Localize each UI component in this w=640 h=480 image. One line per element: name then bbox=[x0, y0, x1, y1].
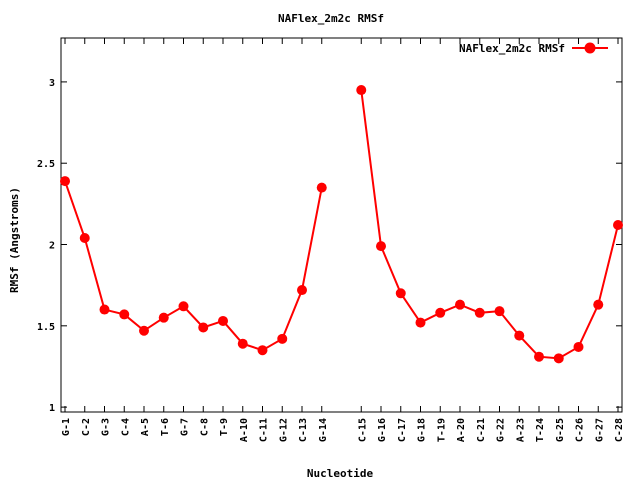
y-tick-label: 1.5 bbox=[37, 322, 55, 333]
data-point bbox=[514, 330, 525, 341]
data-point bbox=[119, 309, 130, 320]
x-tick-label: T-9 bbox=[219, 418, 230, 436]
data-point bbox=[613, 220, 623, 230]
data-point bbox=[178, 301, 189, 312]
x-axis-label: Nucleotide bbox=[307, 467, 374, 480]
y-axis-label: RMSf (Angstroms) bbox=[8, 187, 21, 293]
x-tick-label: G-27 bbox=[594, 418, 605, 442]
data-point bbox=[534, 351, 544, 362]
x-tick-label: G-12 bbox=[278, 418, 289, 442]
data-point bbox=[158, 312, 169, 323]
x-tick-label: C-4 bbox=[120, 418, 131, 436]
data-point bbox=[198, 322, 209, 333]
data-point bbox=[60, 176, 70, 187]
x-tick-label: T-19 bbox=[436, 418, 447, 442]
y-tick-label: 1 bbox=[49, 403, 55, 414]
data-point bbox=[553, 353, 564, 364]
data-point bbox=[455, 299, 465, 310]
y-axis: 1 1.5 2 2.5 3 bbox=[37, 78, 622, 414]
legend-marker bbox=[584, 42, 596, 54]
x-tick-label: G-25 bbox=[555, 418, 566, 442]
chart-title: NAFlex_2m2c RMSf bbox=[278, 12, 384, 25]
x-tick-label: G-7 bbox=[180, 418, 191, 436]
series-line bbox=[360, 89, 619, 360]
data-point bbox=[316, 182, 327, 193]
data-point bbox=[474, 307, 485, 318]
y-tick-label: 3 bbox=[49, 78, 55, 89]
data-point bbox=[435, 307, 446, 318]
x-tick-label: G-18 bbox=[417, 418, 428, 442]
data-point bbox=[257, 345, 268, 356]
data-point bbox=[356, 85, 367, 96]
x-tick-label: C-15 bbox=[357, 418, 368, 442]
x-tick-label: A-20 bbox=[456, 418, 467, 442]
data-point bbox=[218, 315, 228, 326]
data-point bbox=[297, 285, 307, 296]
x-tick-label: C-8 bbox=[199, 418, 210, 436]
x-tick-label: C-28 bbox=[614, 418, 625, 442]
x-tick-label: A-23 bbox=[515, 418, 526, 442]
x-tick-label: C-11 bbox=[259, 418, 270, 442]
y-tick-label: 2 bbox=[49, 241, 55, 252]
x-tick-label: A-10 bbox=[239, 418, 250, 442]
data-point bbox=[376, 241, 386, 252]
legend: NAFlex_2m2c RMSf bbox=[459, 42, 608, 55]
x-tick-label: G-14 bbox=[318, 418, 329, 442]
data-point bbox=[415, 317, 426, 328]
data-point bbox=[593, 299, 604, 310]
x-tick-label: G-22 bbox=[496, 418, 507, 442]
x-axis: G-1 C-2 G-3 C-4 A-5 T-6 G-7 C-8 T-9 A-10 C-11 G-12 C… bbox=[61, 38, 625, 442]
series-layer bbox=[60, 85, 623, 364]
data-point bbox=[139, 325, 149, 336]
x-tick-label: C-2 bbox=[81, 418, 92, 436]
legend-label: NAFlex_2m2c RMSf bbox=[459, 42, 565, 55]
x-tick-label: C-13 bbox=[298, 418, 309, 442]
data-point bbox=[494, 306, 505, 317]
data-point bbox=[277, 333, 288, 344]
x-tick-label: A-5 bbox=[140, 418, 151, 436]
data-point bbox=[237, 338, 248, 349]
x-tick-label: G-1 bbox=[61, 418, 72, 436]
series-line bbox=[64, 180, 323, 352]
data-point bbox=[99, 304, 110, 315]
data-point bbox=[573, 341, 584, 352]
x-tick-label: G-16 bbox=[377, 418, 388, 442]
x-tick-label: C-26 bbox=[575, 418, 586, 442]
x-tick-label: G-3 bbox=[101, 418, 112, 436]
data-point bbox=[395, 288, 406, 299]
x-tick-label: C-17 bbox=[397, 418, 408, 442]
x-tick-label: T-24 bbox=[535, 418, 546, 442]
x-tick-label: C-21 bbox=[476, 418, 487, 442]
data-point bbox=[79, 233, 90, 244]
y-tick-label: 2.5 bbox=[37, 159, 55, 170]
x-tick-label: T-6 bbox=[160, 418, 171, 436]
